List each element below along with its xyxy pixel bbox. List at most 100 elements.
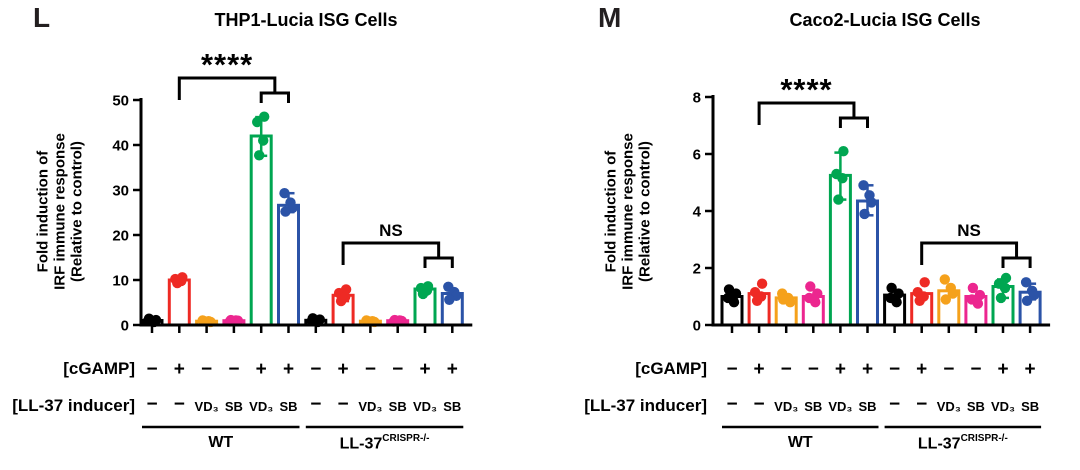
data-point xyxy=(967,282,979,294)
group-label-superscript: CRISPR-/- xyxy=(960,433,1008,444)
data-point xyxy=(919,277,930,288)
data-point xyxy=(280,206,291,217)
data-point xyxy=(730,288,742,299)
plot-area: 0 2 4 6 8 **** NS xyxy=(693,72,1051,429)
cgamp-symbol: + xyxy=(255,359,267,380)
significance-label: **** xyxy=(201,47,253,82)
cgamp-row-label: [cGAMP] xyxy=(63,359,135,378)
data-point xyxy=(838,146,849,157)
data-point xyxy=(999,282,1011,294)
data-point xyxy=(362,315,373,327)
y-tick-label: 50 xyxy=(112,93,129,110)
cgamp-symbol: + xyxy=(446,359,458,380)
data-point xyxy=(1021,295,1033,306)
data-point xyxy=(756,278,768,289)
cgamp-symbol: + xyxy=(997,359,1009,380)
inducer-symbol: SB xyxy=(966,399,985,414)
significance-subbracket xyxy=(423,256,454,268)
y-tick-label: 6 xyxy=(693,147,701,164)
chart-title: Caco2-Lucia ISG Cells xyxy=(789,10,981,30)
cgamp-symbol: + xyxy=(173,359,185,380)
data-point xyxy=(866,197,877,208)
data-point xyxy=(254,150,265,161)
data-point xyxy=(751,295,763,306)
panel-letter: L xyxy=(33,2,51,33)
inducer-symbol: − xyxy=(753,394,765,415)
data-point xyxy=(394,315,405,326)
inducer-symbol: SB xyxy=(1021,399,1040,414)
data-point xyxy=(805,281,816,292)
inducer-symbol: SB xyxy=(279,399,298,414)
data-point xyxy=(279,188,290,199)
data-point xyxy=(444,294,455,305)
bar xyxy=(249,134,273,327)
cgamp-symbol: + xyxy=(916,359,928,380)
cgamp-row-label: [cGAMP] xyxy=(635,359,707,378)
cgamp-symbol: − xyxy=(970,359,982,380)
cgamp-symbol: − xyxy=(780,359,792,380)
cgamp-symbol: − xyxy=(889,359,901,380)
cgamp-symbol: + xyxy=(753,359,765,380)
data-point xyxy=(230,315,242,326)
inducer-symbol: VD₃ xyxy=(249,399,274,414)
y-tick-label: 10 xyxy=(112,273,129,290)
cgamp-symbol: − xyxy=(228,359,240,380)
inducer-symbol: VD₃ xyxy=(828,399,853,414)
data-point xyxy=(1020,277,1032,288)
y-tick-label: 0 xyxy=(121,318,129,335)
inducer-symbol: SB xyxy=(388,399,407,414)
group-label-superscript: CRISPR-/- xyxy=(382,433,430,444)
group-label: LL-37CRISPR-/- xyxy=(917,433,1008,453)
significance-bracket xyxy=(920,241,1019,265)
data-point xyxy=(258,135,269,146)
plot-area: 0 10 20 30 40 50 **** NS xyxy=(112,47,473,429)
significance-bracket xyxy=(757,101,856,125)
significance-bracket xyxy=(177,76,277,100)
y-tick-label: 8 xyxy=(693,90,701,107)
data-point xyxy=(859,208,870,220)
panel-letter: M xyxy=(598,2,622,33)
data-point xyxy=(728,297,740,308)
group-label-text: LL-37 xyxy=(917,435,961,453)
data-point xyxy=(858,180,869,191)
data-point xyxy=(891,297,902,308)
chart-title: THP1-Lucia ISG Cells xyxy=(214,10,398,30)
cgamp-symbol: − xyxy=(310,359,322,380)
significance-label: NS xyxy=(379,221,403,240)
inducer-symbol: VD₃ xyxy=(774,399,799,414)
data-point xyxy=(335,295,347,307)
inducer-symbol: VD₃ xyxy=(412,399,438,414)
cgamp-symbol: − xyxy=(364,359,376,380)
inducer-symbol: − xyxy=(337,394,349,415)
inducer-symbol: VD₃ xyxy=(936,399,961,414)
significance-subbracket xyxy=(259,91,290,103)
group-label-text: WT xyxy=(787,434,813,451)
inducer-symbol: SB xyxy=(224,399,243,414)
data-point xyxy=(833,194,844,205)
group-label-text: WT xyxy=(208,434,234,451)
data-point xyxy=(974,289,986,301)
inducer-symbol: − xyxy=(726,394,738,415)
data-point xyxy=(837,173,848,184)
ll37-inducer-row-label: [LL-37 inducer] xyxy=(584,396,707,415)
data-point xyxy=(914,295,925,306)
cgamp-symbol: + xyxy=(419,359,431,380)
data-point xyxy=(886,282,897,294)
ll37-inducer-row-label: [LL-37 inducer] xyxy=(12,396,135,415)
cgamp-symbol: + xyxy=(834,359,846,380)
inducer-symbol: − xyxy=(916,394,928,415)
data-point xyxy=(893,288,904,299)
panel-M: M Caco2-Lucia ISG Cells Fold induction o… xyxy=(540,0,1080,470)
inducer-symbol: VD₃ xyxy=(990,399,1016,414)
cgamp-symbol: + xyxy=(861,359,874,380)
significance-bracket xyxy=(341,241,441,265)
inducer-symbol: − xyxy=(146,394,158,415)
data-point xyxy=(1000,272,1012,284)
data-point xyxy=(812,288,823,299)
group-label: WT xyxy=(788,434,813,452)
group-label: WT xyxy=(208,434,233,452)
inducer-symbol: SB xyxy=(858,399,877,414)
significance-subbracket xyxy=(1001,256,1032,268)
bar xyxy=(277,203,300,327)
